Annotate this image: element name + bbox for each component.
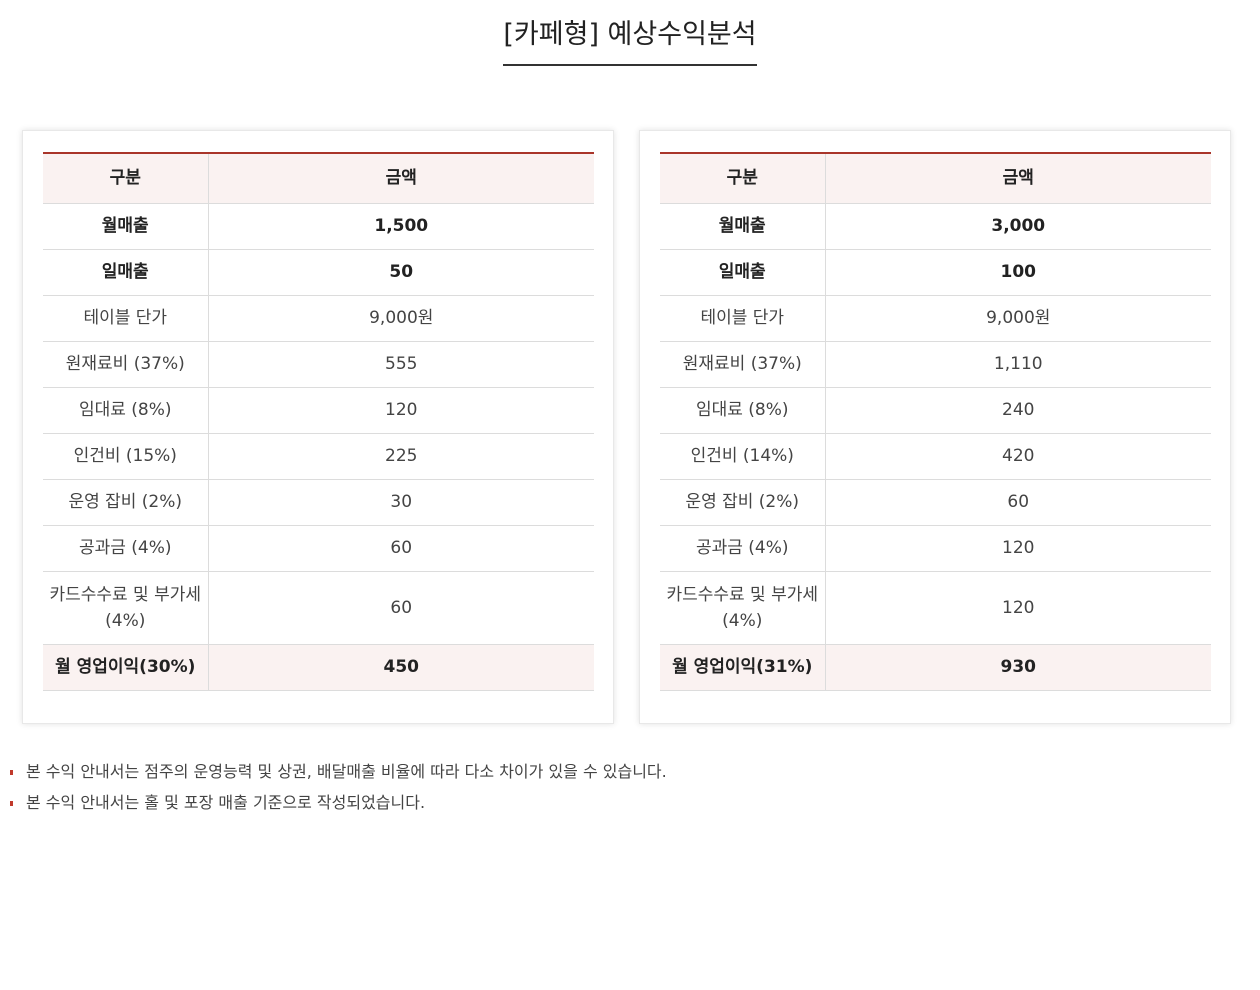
table-row: 일매출 100 <box>660 249 1211 296</box>
row-value: 1,500 <box>208 203 594 250</box>
row-label: 테이블 단가 <box>660 295 826 342</box>
bullet-icon <box>10 801 13 806</box>
row-label: 테이블 단가 <box>43 295 209 342</box>
row-value: 60 <box>208 525 594 572</box>
title-wrap: [카페형] 예상수익분석 <box>0 16 1260 66</box>
table-row: 테이블 단가 9,000원 <box>660 295 1211 342</box>
table-row: 월매출 3,000 <box>660 203 1211 250</box>
row-value: 50 <box>208 249 594 296</box>
row-value: 100 <box>825 249 1211 296</box>
table-row: 공과금 (4%) 60 <box>43 525 594 572</box>
table-header-row: 구분 금액 <box>43 153 594 204</box>
total-value: 450 <box>208 644 594 691</box>
row-value: 120 <box>208 387 594 434</box>
total-label: 월 영업이익(30%) <box>43 644 209 691</box>
row-label: 월매출 <box>660 203 826 250</box>
row-label: 카드수수료 및 부가세 (4%) <box>43 571 209 645</box>
revenue-table-2: 구분 금액 월매출 3,000 일매출 100 테이블 단가 9,000원 원재… <box>660 152 1211 691</box>
note-item: 본 수익 안내서는 홀 및 포장 매출 기준으로 작성되었습니다. <box>0 791 1200 822</box>
table-total-row: 월 영업이익(31%) 930 <box>660 644 1211 691</box>
row-value: 120 <box>825 525 1211 572</box>
row-label: 일매출 <box>43 249 209 296</box>
table-row: 공과금 (4%) 120 <box>660 525 1211 572</box>
row-value: 120 <box>825 571 1211 645</box>
row-label: 공과금 (4%) <box>660 525 826 572</box>
row-value: 60 <box>208 571 594 645</box>
header-value: 금액 <box>208 153 594 204</box>
notes-list: 본 수익 안내서는 점주의 운영능력 및 상권, 배달매출 비율에 따라 다소 … <box>0 760 1200 822</box>
row-label: 일매출 <box>660 249 826 296</box>
row-label: 임대료 (8%) <box>43 387 209 434</box>
table-row: 임대료 (8%) 120 <box>43 387 594 434</box>
table-row: 테이블 단가 9,000원 <box>43 295 594 342</box>
table-total-row: 월 영업이익(30%) 450 <box>43 644 594 691</box>
header-value: 금액 <box>825 153 1211 204</box>
row-value: 30 <box>208 479 594 526</box>
page-title: [카페형] 예상수익분석 <box>503 16 757 66</box>
revenue-cards: 구분 금액 월매출 1,500 일매출 50 테이블 단가 9,000원 원재료… <box>22 130 1234 726</box>
header-label: 구분 <box>660 153 826 204</box>
table-row: 원재료비 (37%) 1,110 <box>660 341 1211 388</box>
row-value: 240 <box>825 387 1211 434</box>
row-value: 420 <box>825 433 1211 480</box>
row-label: 인건비 (14%) <box>660 433 826 480</box>
note-text: 본 수익 안내서는 점주의 운영능력 및 상권, 배달매출 비율에 따라 다소 … <box>26 762 667 781</box>
row-label: 카드수수료 및 부가세 (4%) <box>660 571 826 645</box>
table-row: 카드수수료 및 부가세 (4%) 60 <box>43 571 594 645</box>
row-value: 9,000원 <box>825 295 1211 342</box>
row-value: 1,110 <box>825 341 1211 388</box>
table-row: 임대료 (8%) 240 <box>660 387 1211 434</box>
table-row: 인건비 (15%) 225 <box>43 433 594 480</box>
header-label: 구분 <box>43 153 209 204</box>
row-label: 원재료비 (37%) <box>660 341 826 388</box>
row-value: 3,000 <box>825 203 1211 250</box>
table-row: 운영 잡비 (2%) 60 <box>660 479 1211 526</box>
total-label: 월 영업이익(31%) <box>660 644 826 691</box>
revenue-card-2: 구분 금액 월매출 3,000 일매출 100 테이블 단가 9,000원 원재… <box>639 130 1231 724</box>
table-header-row: 구분 금액 <box>660 153 1211 204</box>
note-text: 본 수익 안내서는 홀 및 포장 매출 기준으로 작성되었습니다. <box>26 793 426 812</box>
table-row: 월매출 1,500 <box>43 203 594 250</box>
row-label: 공과금 (4%) <box>43 525 209 572</box>
table-row: 일매출 50 <box>43 249 594 296</box>
table-row: 카드수수료 및 부가세 (4%) 120 <box>660 571 1211 645</box>
total-value: 930 <box>825 644 1211 691</box>
row-label: 월매출 <box>43 203 209 250</box>
row-label: 임대료 (8%) <box>660 387 826 434</box>
table-row: 원재료비 (37%) 555 <box>43 341 594 388</box>
table-row: 운영 잡비 (2%) 30 <box>43 479 594 526</box>
revenue-card-1: 구분 금액 월매출 1,500 일매출 50 테이블 단가 9,000원 원재료… <box>22 130 614 724</box>
revenue-table-1: 구분 금액 월매출 1,500 일매출 50 테이블 단가 9,000원 원재료… <box>43 152 594 691</box>
row-value: 555 <box>208 341 594 388</box>
note-item: 본 수익 안내서는 점주의 운영능력 및 상권, 배달매출 비율에 따라 다소 … <box>0 760 1200 791</box>
row-value: 9,000원 <box>208 295 594 342</box>
row-label: 운영 잡비 (2%) <box>660 479 826 526</box>
bullet-icon <box>10 770 13 775</box>
row-label: 인건비 (15%) <box>43 433 209 480</box>
row-value: 225 <box>208 433 594 480</box>
row-value: 60 <box>825 479 1211 526</box>
table-row: 인건비 (14%) 420 <box>660 433 1211 480</box>
row-label: 원재료비 (37%) <box>43 341 209 388</box>
row-label: 운영 잡비 (2%) <box>43 479 209 526</box>
